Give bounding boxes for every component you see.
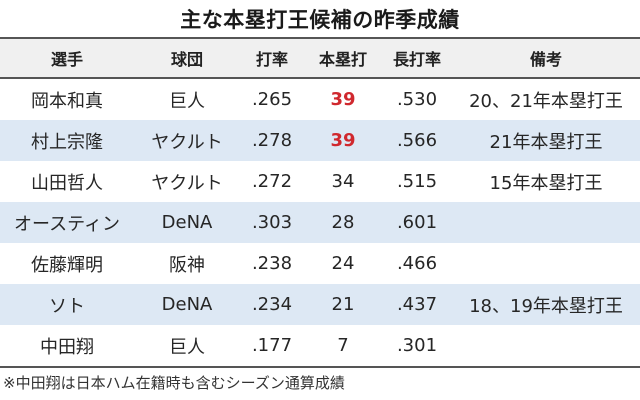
slugging-cell: .515 bbox=[396, 171, 438, 192]
stats-table: 選手 球団 打率 本塁打 長打率 備考 岡本和真 巨人 .265 39 .530… bbox=[0, 37, 640, 368]
table-row: 山田哲人 ヤクルト .272 34 .515 15年本塁打王 bbox=[0, 161, 640, 202]
column-header-notes: 備考 bbox=[529, 50, 562, 69]
player-cell: ソト bbox=[49, 295, 85, 317]
player-cell: 佐藤輝明 bbox=[31, 254, 103, 276]
batting-average-cell: .272 bbox=[251, 171, 293, 192]
team-cell: DeNA bbox=[161, 212, 213, 233]
team-cell: DeNA bbox=[161, 294, 213, 315]
batting-average-cell: .303 bbox=[251, 212, 293, 233]
home-runs-cell: 28 bbox=[331, 212, 355, 233]
team-cell: 阪神 bbox=[169, 254, 205, 276]
home-runs-cell: 39 bbox=[330, 130, 356, 151]
column-header-home-runs: 本塁打 bbox=[318, 50, 367, 69]
table-row: 岡本和真 巨人 .265 39 .530 20、21年本塁打王 bbox=[0, 79, 640, 120]
batting-average-cell: .238 bbox=[251, 253, 293, 274]
home-runs-cell: 7 bbox=[337, 335, 349, 356]
notes-cell: 18、19年本塁打王 bbox=[469, 295, 623, 317]
batting-average-cell: .177 bbox=[251, 335, 293, 356]
column-header-player: 選手 bbox=[50, 50, 83, 69]
home-runs-cell: 34 bbox=[331, 171, 355, 192]
column-header-team: 球団 bbox=[170, 50, 203, 69]
table-row: ソト DeNA .234 21 .437 18、19年本塁打王 bbox=[0, 284, 640, 325]
footnote: ※中田翔は日本ハム在籍時も含むシーズン通算成績 bbox=[3, 374, 345, 392]
notes-cell: 20、21年本塁打王 bbox=[469, 90, 623, 112]
table-header-row: 選手 球団 打率 本塁打 長打率 備考 bbox=[0, 39, 640, 79]
slugging-cell: .530 bbox=[396, 89, 438, 110]
table-row: 中田翔 巨人 .177 7 .301 bbox=[0, 325, 640, 366]
slugging-cell: .601 bbox=[396, 212, 438, 233]
team-cell: ヤクルト bbox=[151, 131, 223, 153]
team-cell: ヤクルト bbox=[151, 172, 223, 194]
slugging-cell: .437 bbox=[396, 294, 438, 315]
column-header-batting-average: 打率 bbox=[255, 50, 288, 69]
player-cell: 中田翔 bbox=[40, 336, 94, 358]
slugging-cell: .466 bbox=[396, 253, 438, 274]
table-row: 村上宗隆 ヤクルト .278 39 .566 21年本塁打王 bbox=[0, 120, 640, 161]
table-row: オースティン DeNA .303 28 .601 bbox=[0, 202, 640, 243]
notes-cell: 21年本塁打王 bbox=[489, 131, 603, 153]
slugging-cell: .566 bbox=[396, 130, 438, 151]
slugging-cell: .301 bbox=[396, 335, 438, 356]
batting-average-cell: .278 bbox=[251, 130, 293, 151]
batting-average-cell: .234 bbox=[251, 294, 293, 315]
notes-cell: 15年本塁打王 bbox=[489, 172, 603, 194]
player-cell: 山田哲人 bbox=[31, 172, 103, 194]
home-runs-cell: 24 bbox=[331, 253, 355, 274]
team-cell: 巨人 bbox=[169, 336, 205, 358]
team-cell: 巨人 bbox=[169, 90, 205, 112]
player-cell: 村上宗隆 bbox=[31, 131, 103, 153]
column-header-slugging: 長打率 bbox=[392, 50, 441, 69]
player-cell: 岡本和真 bbox=[31, 90, 103, 112]
table-title: 主な本塁打王候補の昨季成績 bbox=[180, 8, 460, 32]
batting-average-cell: .265 bbox=[251, 89, 293, 110]
home-runs-cell: 39 bbox=[330, 89, 356, 110]
home-runs-cell: 21 bbox=[331, 294, 355, 315]
table-row: 佐藤輝明 阪神 .238 24 .466 bbox=[0, 243, 640, 284]
player-cell: オースティン bbox=[13, 213, 121, 235]
